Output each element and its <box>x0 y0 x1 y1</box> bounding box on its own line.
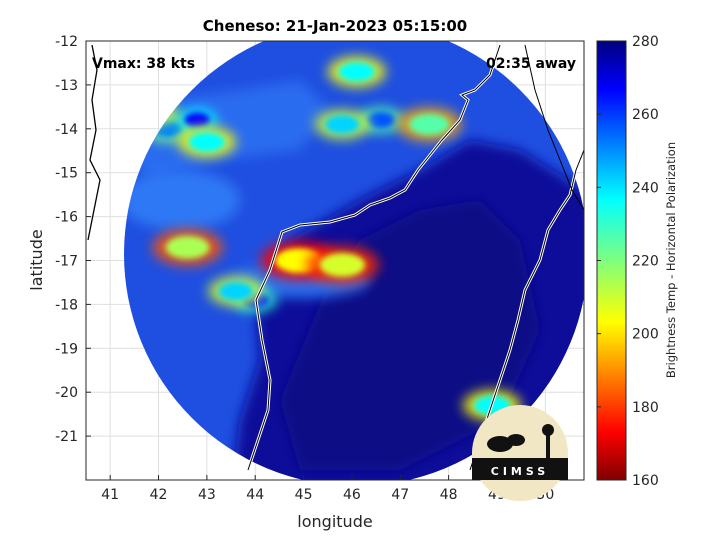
y-axis-label: latitude <box>27 229 46 290</box>
x-tick-label: 45 <box>295 487 313 503</box>
colorbar-tick-label: 220 <box>632 254 659 270</box>
y-tick-label: -16 <box>55 210 78 226</box>
cimss-logo: CIMSS <box>472 405 568 501</box>
y-tick-label: -15 <box>55 166 78 182</box>
colorbar <box>596 40 627 481</box>
logo-text: CIMSS <box>491 465 549 478</box>
y-tick-label: -20 <box>55 385 78 401</box>
colorbar-tick-label: 280 <box>632 34 659 50</box>
x-axis-label: longitude <box>297 512 372 531</box>
chart-title: Cheneso: 21-Jan-2023 05:15:00 <box>203 17 467 35</box>
feature-core <box>165 235 210 259</box>
madagascar-ne-coast <box>524 44 584 211</box>
y-axis-ticks: -12 -13 -14 -15 -16 -17 -18 -19 -20 -21 <box>55 34 91 445</box>
swath-layer <box>124 41 584 480</box>
madagascar-east-coast <box>469 149 584 471</box>
feature-core <box>319 253 366 277</box>
madagascar-coast <box>247 44 501 471</box>
x-tick-label: 47 <box>391 487 409 503</box>
colorbar-label: Brightness Temp - Horizontal Polarizatio… <box>664 142 678 378</box>
x-tick-label: 48 <box>440 487 458 503</box>
x-tick-label: 46 <box>343 487 361 503</box>
feature-core <box>324 115 360 134</box>
africa-coast <box>87 44 101 241</box>
colorbar-tick-label: 160 <box>632 473 659 489</box>
x-axis-ticks: 41424344454647484950 <box>101 475 554 503</box>
time-away-annotation: 02:35 away <box>486 56 576 72</box>
x-tick-label: 41 <box>101 487 119 503</box>
y-tick-label: -21 <box>55 429 78 445</box>
vmax-annotation: Vmax: 38 kts <box>92 56 195 72</box>
coastlines <box>87 44 584 471</box>
logo-dish <box>487 436 513 452</box>
feature-core <box>184 112 210 128</box>
y-tick-label: -17 <box>55 254 78 270</box>
feature-core <box>366 111 396 129</box>
colorbar-tick-label: 260 <box>632 107 659 123</box>
logo-tower <box>546 432 550 458</box>
x-tick-label: 43 <box>198 487 216 503</box>
colorbar-ticks: 160 180 200 220 240 260 280 <box>597 34 659 489</box>
feature-core <box>218 281 254 301</box>
central-band <box>124 170 240 230</box>
y-tick-label: -13 <box>55 78 78 94</box>
y-tick-label: -12 <box>55 34 78 50</box>
feature-core <box>188 132 226 152</box>
x-tick-label: 44 <box>246 487 264 503</box>
feature-core <box>409 113 450 135</box>
colorbar-tick-label: 240 <box>632 180 659 196</box>
y-tick-label: -19 <box>55 341 78 357</box>
y-tick-label: -14 <box>55 122 78 138</box>
feature-core <box>338 61 376 82</box>
colorbar-tick-label: 200 <box>632 327 659 343</box>
logo-dish-2 <box>507 434 525 446</box>
y-tick-label: -18 <box>55 297 78 313</box>
x-tick-label: 42 <box>150 487 168 503</box>
logo-tower-top <box>542 424 554 436</box>
colorbar-tick-label: 180 <box>632 400 659 416</box>
logo-disc <box>472 405 568 501</box>
logo-building <box>472 458 568 480</box>
